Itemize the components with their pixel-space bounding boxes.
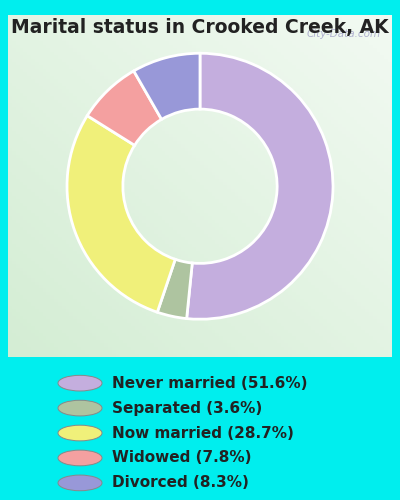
Circle shape — [58, 425, 102, 441]
Wedge shape — [67, 116, 175, 312]
Wedge shape — [87, 71, 162, 146]
Text: Widowed (7.8%): Widowed (7.8%) — [112, 450, 252, 466]
Wedge shape — [134, 53, 200, 120]
Text: Separated (3.6%): Separated (3.6%) — [112, 400, 262, 415]
Text: Marital status in Crooked Creek, AK: Marital status in Crooked Creek, AK — [11, 18, 389, 36]
Circle shape — [58, 475, 102, 490]
Circle shape — [58, 376, 102, 391]
Text: Divorced (8.3%): Divorced (8.3%) — [112, 476, 249, 490]
Circle shape — [58, 450, 102, 466]
Text: City-Data.com: City-Data.com — [306, 28, 380, 38]
Wedge shape — [187, 53, 333, 319]
Text: Now married (28.7%): Now married (28.7%) — [112, 426, 294, 440]
Text: Never married (51.6%): Never married (51.6%) — [112, 376, 308, 390]
Wedge shape — [157, 260, 192, 318]
Circle shape — [58, 400, 102, 416]
